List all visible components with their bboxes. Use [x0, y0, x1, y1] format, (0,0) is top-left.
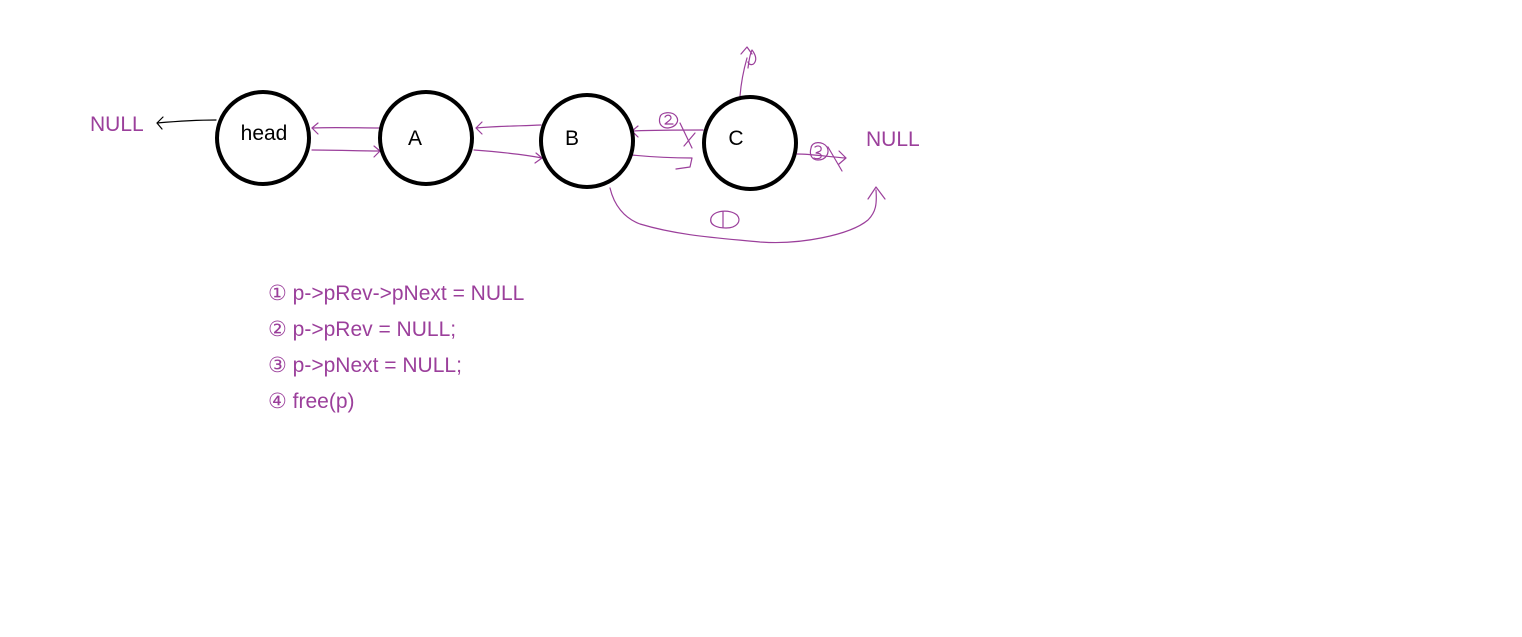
c-null-link: [796, 142, 847, 172]
node-c: C: [702, 95, 798, 191]
step-1: ① p->pRev->pNext = NULL: [268, 282, 525, 305]
node-a-label: A: [408, 127, 422, 150]
head-to-null-arrow: [156, 116, 217, 130]
node-a: A: [378, 90, 474, 186]
c-up-pointer: [739, 46, 757, 97]
node-b-label: B: [565, 127, 579, 150]
null-right-label: NULL: [866, 128, 920, 151]
deletion-steps: ① p->pRev->pNext = NULL ② p->pRev = NULL…: [268, 276, 524, 420]
step-2: ② p->pRev = NULL;: [268, 318, 457, 341]
node-head-label: head: [241, 122, 288, 145]
step-4: ④ free(p): [268, 390, 355, 413]
node-b: B: [539, 93, 635, 189]
node-c-label: C: [728, 127, 743, 150]
null-left-label: NULL: [90, 113, 144, 136]
b-to-null-link: [609, 186, 886, 244]
node-head: head: [215, 90, 311, 186]
step-2-marker: [658, 112, 679, 129]
step-3: ③ p->pNext = NULL;: [268, 354, 462, 377]
b-c-links: [631, 122, 704, 170]
a-b-links: [473, 121, 543, 164]
head-a-links: [311, 122, 381, 158]
